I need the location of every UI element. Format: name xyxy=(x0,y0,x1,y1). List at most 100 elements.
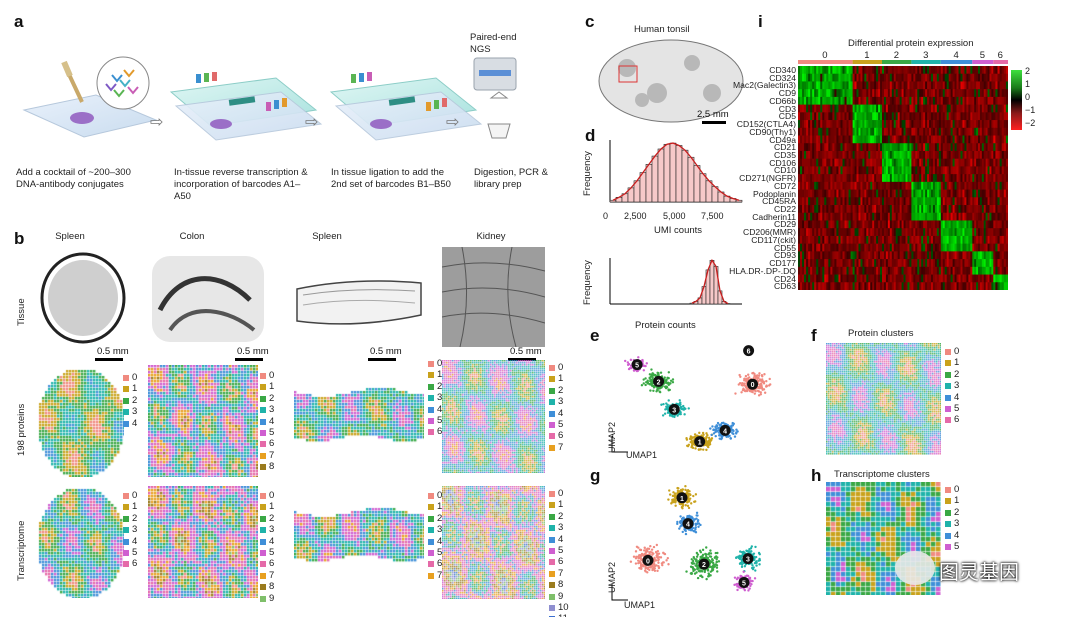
heatmap-cell xyxy=(844,89,847,98)
umap-point xyxy=(742,382,746,385)
heatmap-cell xyxy=(862,243,865,252)
heatmap-cell xyxy=(842,243,845,252)
heatmap-cell xyxy=(878,120,881,129)
heatmap-cell xyxy=(948,143,952,152)
heatmap-cell xyxy=(810,81,813,90)
heatmap-cell xyxy=(964,158,967,167)
heatmap-cell xyxy=(993,89,996,98)
heatmap-cell xyxy=(836,197,839,206)
heatmap-cell xyxy=(822,235,825,245)
heatmap-cell xyxy=(983,81,987,90)
heatmap-cell xyxy=(1003,66,1007,75)
heatmap-cell xyxy=(866,150,869,160)
umap-point xyxy=(699,570,702,573)
heatmap-cell xyxy=(901,189,904,198)
heatmap-cell xyxy=(883,96,887,106)
heatmap-cell xyxy=(938,120,942,129)
heatmap-cell xyxy=(887,181,891,190)
heatmap-cell xyxy=(836,166,839,175)
heatmap-cell xyxy=(818,96,821,106)
heatmap-cell xyxy=(919,174,922,183)
heatmap-cell xyxy=(836,251,839,260)
heatmap-cell xyxy=(997,174,1000,183)
heatmap-cell xyxy=(854,127,857,136)
legend-item-8: 8 xyxy=(260,461,274,472)
heatmap-cell xyxy=(1001,166,1005,175)
heatmap-cell xyxy=(927,243,930,252)
heatmap-cell xyxy=(923,73,926,82)
heatmap-cell xyxy=(999,120,1003,129)
heatmap-cell xyxy=(932,112,936,121)
heatmap-cell xyxy=(927,96,930,106)
legend-item-7: 7 xyxy=(260,570,274,581)
heatmap-cell xyxy=(972,135,975,144)
heatmap-cell xyxy=(802,66,805,75)
umap-point xyxy=(702,448,705,451)
legend-swatch xyxy=(260,584,266,591)
heatmap-cell xyxy=(976,143,979,152)
heatmap-cell xyxy=(828,135,831,144)
heatmap-cell xyxy=(832,166,835,175)
heatmap-cell xyxy=(806,266,809,275)
tissue-image-spleen-2 xyxy=(295,275,423,331)
heatmap-cell xyxy=(929,135,932,144)
legend-item-0: 0 xyxy=(428,358,442,369)
umap-point xyxy=(758,557,761,561)
heatmap-cell xyxy=(883,228,887,237)
heatmap-cell xyxy=(846,197,849,206)
scale-label-2: 0.5 mm xyxy=(237,346,269,357)
umap-point xyxy=(653,563,656,566)
heatmap-cell xyxy=(997,127,1000,136)
umap-point xyxy=(753,577,757,580)
heatmap-cell xyxy=(997,235,1000,245)
heatmap-cell xyxy=(932,96,936,106)
heatmap-cell xyxy=(814,158,817,167)
heatmap-cell xyxy=(974,166,977,175)
heatmap-cell xyxy=(804,205,807,214)
umap-point xyxy=(701,548,705,552)
heatmap-cell xyxy=(934,96,938,106)
heatmap-cell xyxy=(915,235,918,245)
heatmap-cell xyxy=(874,158,877,167)
heatmap-cell xyxy=(962,150,965,160)
heatmap-cell xyxy=(999,189,1003,198)
heatmap-cell xyxy=(913,266,916,275)
heatmap-cell xyxy=(946,235,950,245)
heatmap-cell xyxy=(828,73,831,82)
spatial-map-transcriptome-spleen-1 xyxy=(36,486,124,598)
heatmap-cell xyxy=(808,89,811,98)
heatmap-cell xyxy=(826,89,829,98)
heatmap-cell xyxy=(882,143,885,152)
umap-point xyxy=(739,555,743,559)
heatmap-cell xyxy=(858,220,861,229)
umap-point xyxy=(759,379,762,382)
umap-point xyxy=(652,389,655,392)
heatmap-cell xyxy=(995,66,998,75)
heatmap-cell xyxy=(919,112,922,121)
heatmap-cell xyxy=(989,166,992,175)
umap-point xyxy=(696,560,700,563)
heatmap-cell xyxy=(927,127,930,136)
heatmap-cell xyxy=(856,266,859,275)
heatmap-cell xyxy=(927,205,930,214)
heatmap-cell xyxy=(887,174,891,183)
heatmap-cell xyxy=(913,89,916,98)
legend-swatch xyxy=(260,550,266,557)
heatmap-cell xyxy=(1003,220,1007,229)
heatmap-cell xyxy=(874,259,877,268)
heatmap-cell xyxy=(970,197,973,206)
heatmap-cell xyxy=(822,220,825,229)
heatmap-cell xyxy=(804,112,807,121)
heatmap-cell xyxy=(882,120,885,129)
heatmap-cell xyxy=(999,212,1003,221)
heatmap-cell xyxy=(891,89,895,98)
heatmap-cell xyxy=(834,112,837,121)
heatmap-cell xyxy=(882,127,885,136)
heatmap-cell xyxy=(915,212,918,221)
heatmap-cell xyxy=(891,166,895,175)
heatmap-cell xyxy=(806,143,809,152)
heatmap-cell xyxy=(862,81,865,90)
heatmap-cell xyxy=(885,89,889,98)
heatmap-cluster-number: 5 xyxy=(979,50,986,61)
heatmap-cell xyxy=(958,112,961,121)
